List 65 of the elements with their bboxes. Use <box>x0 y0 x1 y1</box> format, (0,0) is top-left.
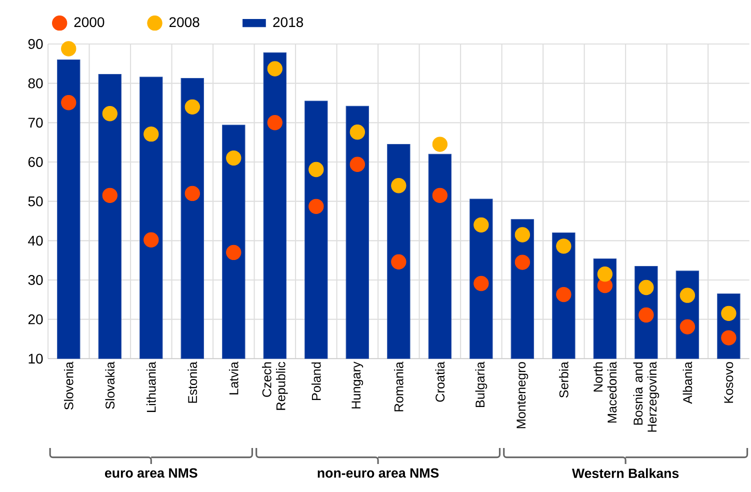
y-tick-label: 30 <box>28 275 43 285</box>
y-tick-label: 20 <box>28 314 43 324</box>
point <box>391 254 406 270</box>
point <box>144 232 159 248</box>
y-tick-label: 50 <box>28 196 43 206</box>
point <box>102 106 118 122</box>
point <box>680 288 696 303</box>
legend-label: 2008 <box>169 17 200 28</box>
y-tick-label: 40 <box>28 236 43 246</box>
x-tick-label: Croatia <box>435 362 445 402</box>
text: euro area NMS <box>104 468 198 478</box>
point <box>308 162 324 178</box>
x-tick-label: Poland <box>312 362 321 400</box>
point <box>721 330 736 346</box>
x-tick-label: Bulgaria <box>475 362 488 408</box>
point <box>184 186 200 202</box>
point <box>638 307 654 323</box>
y-tick-label: 90 <box>28 39 43 49</box>
x-tick-label: Kosovo <box>724 362 734 403</box>
point <box>514 227 530 242</box>
y-tick-label: 80 <box>28 78 43 88</box>
point <box>680 319 696 334</box>
point <box>61 41 76 56</box>
point <box>350 124 366 140</box>
x-tick-label: Estonia <box>188 362 198 403</box>
y-tick-label: 60 <box>28 157 43 167</box>
point <box>308 198 324 214</box>
point <box>350 156 366 172</box>
point <box>226 244 242 260</box>
point <box>61 95 76 110</box>
y-tick-label: 10 <box>28 354 43 364</box>
point <box>597 266 613 282</box>
x-tick-label: Albania <box>682 362 692 404</box>
x-tick-label: Lithuania <box>146 362 156 412</box>
x-tick-label: Czech Republic <box>262 362 288 410</box>
x-tick-label: Montenegro <box>516 362 528 428</box>
point <box>638 280 654 296</box>
point <box>721 306 736 322</box>
x-tick-label: Serbia <box>559 362 568 398</box>
y-tick-label: 70 <box>28 118 43 128</box>
legend-label: 2018 <box>273 17 304 28</box>
point <box>267 115 283 130</box>
point <box>556 238 572 254</box>
point <box>474 276 489 292</box>
x-tick-label: Hungary <box>352 362 364 408</box>
x-tick-label: Slovakia <box>105 362 115 409</box>
x-tick-label: Latvia <box>229 362 238 394</box>
point <box>514 254 530 270</box>
point <box>144 126 159 142</box>
point <box>391 178 406 194</box>
text: Western Balkans <box>572 468 679 478</box>
point <box>432 188 448 204</box>
point <box>432 136 448 152</box>
x-tick-label: Romania <box>394 362 404 412</box>
text: non-euro area NMS <box>318 468 439 478</box>
x-tick-label: Slovenia <box>64 362 74 410</box>
point <box>226 150 242 166</box>
point <box>556 286 572 302</box>
point <box>184 99 200 115</box>
point <box>102 188 118 204</box>
legend-label: 2000 <box>74 17 104 28</box>
x-tick-label: Bosnia and Herzegovina <box>633 362 660 432</box>
point <box>267 61 283 76</box>
x-tick-label: North Macedonia <box>593 362 617 423</box>
point <box>474 217 489 233</box>
